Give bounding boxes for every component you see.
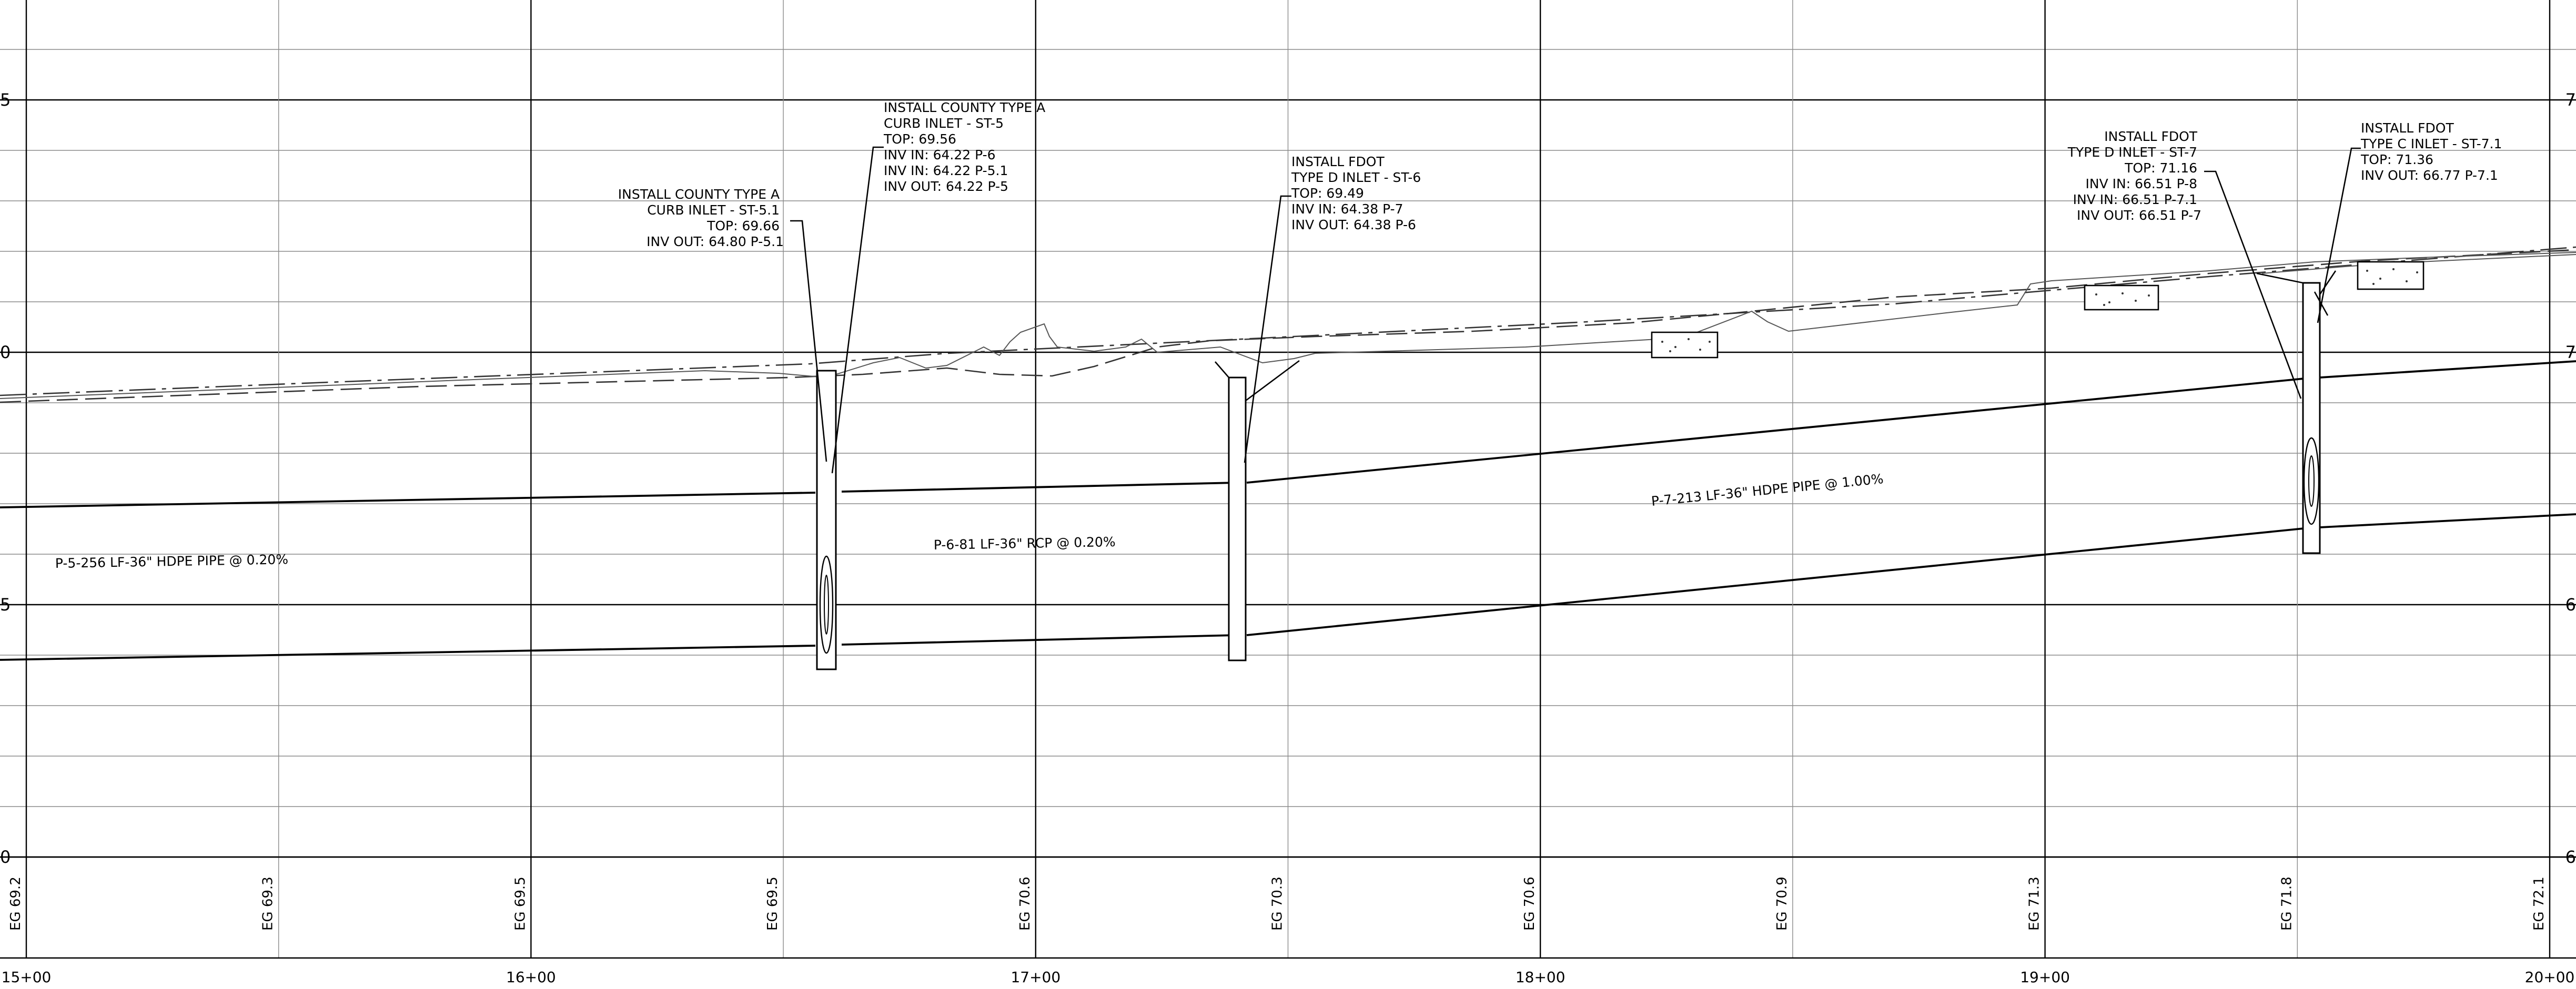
profile-grid xyxy=(0,0,2576,958)
sidewalk-blocks xyxy=(1651,261,2425,359)
structure-st-6 xyxy=(1215,360,1300,661)
pipe-label-p-6: P-6-81 LF-36" RCP @ 0.20% xyxy=(934,534,1116,553)
p-8-pipe-invert xyxy=(2319,513,2576,528)
inlet-structures xyxy=(816,270,2337,670)
slab-stipple-pattern xyxy=(1661,268,2418,352)
p-5-pipe-crown xyxy=(0,492,816,508)
existing-grade-label: EG 70.6 xyxy=(1017,876,1033,931)
p-6-pipe-invert xyxy=(841,634,1237,646)
pipe-label-p-5: P-5-256 LF-36" HDPE PIPE @ 0.20% xyxy=(55,552,289,571)
existing-grade-labels: EG 69.2 EG 69.3 EG 69.5 EG 69.5 EG 70.6 EG 70… xyxy=(8,876,2547,931)
leader-st-7 xyxy=(2204,170,2302,399)
existing-grade-label: EG 71.3 xyxy=(2027,876,2043,931)
elevation-label-right: 70 xyxy=(2565,342,2576,362)
p-7-pipe-invert xyxy=(1246,527,2305,636)
p-5-pipe-invert xyxy=(0,645,816,661)
existing-grade-label: EG 70.9 xyxy=(1774,876,1790,931)
structure-st-5 xyxy=(816,370,837,670)
existing-grade-band xyxy=(0,856,2576,959)
existing-ground-surface-line xyxy=(0,252,2576,399)
annotation-leaders xyxy=(790,146,2361,474)
p-7-pipe-crown xyxy=(1246,378,2305,484)
existing-grade-label: EG 72.1 xyxy=(2531,876,2547,931)
pipe-label-p-7: P-7-213 LF-36" HDPE PIPE @ 1.00% xyxy=(1651,471,1884,509)
note-st-5: INSTALL COUNTY TYPE A CURB INLET - ST-5 … xyxy=(883,100,1049,194)
existing-grade-label: EG 70.6 xyxy=(1522,876,1538,931)
structure-st-7 xyxy=(2256,270,2337,554)
station-label: 15+00 xyxy=(2,968,52,986)
elevation-label-left: 60 xyxy=(0,847,11,867)
sidewalk-slab xyxy=(1651,331,1719,359)
station-label: 16+00 xyxy=(506,968,556,986)
elevation-label-left: 65 xyxy=(0,595,11,615)
station-axis-labels: 15+00 16+00 17+00 18+00 19+00 20+00 xyxy=(2,968,2575,986)
elevation-label-left: 70 xyxy=(0,342,11,362)
p-8-pipe-crown xyxy=(2319,360,2576,379)
note-st-7: INSTALL FDOT TYPE D INLET - ST-7 TOP: 71… xyxy=(2067,129,2201,223)
note-st-7-1: INSTALL FDOT TYPE C INLET - ST-7.1 TOP: … xyxy=(2360,120,2506,183)
station-label: 20+00 xyxy=(2525,968,2575,986)
storm-pipes xyxy=(0,360,2576,661)
existing-grade-label: EG 69.5 xyxy=(765,876,781,931)
elevation-axis-labels: 75 75 70 70 65 65 60 60 xyxy=(0,90,2576,867)
proposed-grade-dash-line xyxy=(0,249,2576,403)
elevation-label-right: 65 xyxy=(2565,595,2576,615)
p-6-pipe-crown xyxy=(841,482,1237,493)
elevation-label-right: 75 xyxy=(2565,90,2576,110)
leader-st-7-1 xyxy=(2317,147,2361,323)
existing-grade-label: EG 70.3 xyxy=(1270,876,1286,931)
leader-st-5 xyxy=(831,146,884,474)
sidewalk-slab xyxy=(2084,284,2159,311)
note-st-5-1: INSTALL COUNTY TYPE A CURB INLET - ST-5.… xyxy=(618,187,784,249)
station-label: 18+00 xyxy=(1516,968,1565,986)
existing-grade-label: EG 71.8 xyxy=(2279,876,2295,931)
existing-grade-label: EG 69.2 xyxy=(8,876,24,931)
elevation-label-right: 60 xyxy=(2565,847,2576,867)
existing-grade-label: EG 69.5 xyxy=(512,876,528,931)
sidewalk-slab xyxy=(2357,261,2425,290)
station-label: 17+00 xyxy=(1011,968,1060,986)
leader-st-6 xyxy=(1244,195,1291,463)
existing-grade-label: EG 69.3 xyxy=(260,876,276,931)
note-st-6: INSTALL FDOT TYPE D INLET - ST-6 TOP: 69… xyxy=(1291,154,1425,232)
structure-notes: INSTALL COUNTY TYPE A CURB INLET - ST-5.… xyxy=(618,100,2506,249)
elevation-label-left: 75 xyxy=(0,90,11,110)
pipe-labels: P-5-256 LF-36" HDPE PIPE @ 0.20% P-6-81 … xyxy=(55,471,1884,571)
leader-st-5-1 xyxy=(790,220,827,462)
station-label: 19+00 xyxy=(2020,968,2070,986)
